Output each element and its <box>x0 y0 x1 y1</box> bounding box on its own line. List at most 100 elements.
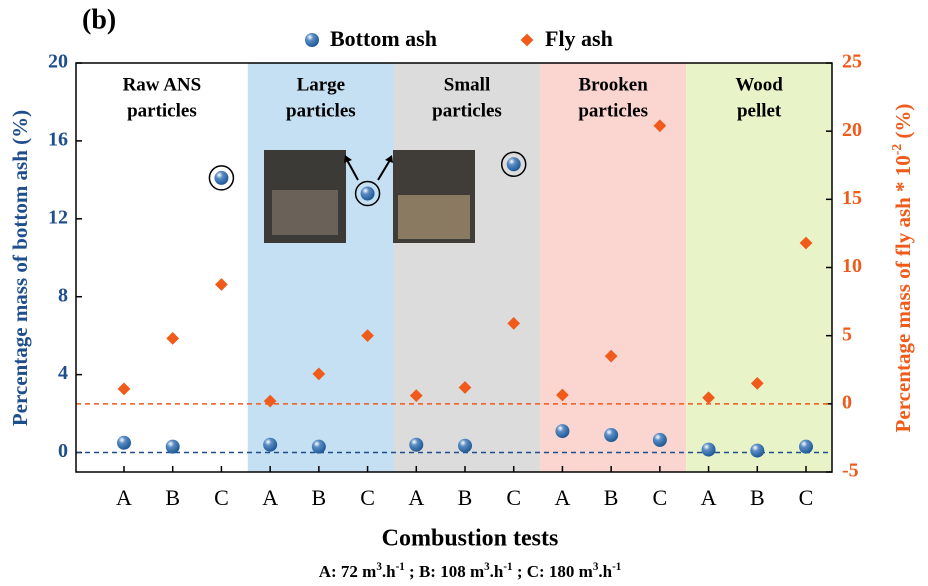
highlight-ring <box>500 151 527 178</box>
bottom-ash-point <box>652 432 667 447</box>
text-part: .h <box>490 562 504 581</box>
x-axis-label: Combustion tests <box>382 526 559 552</box>
superscript: 3 <box>376 561 382 573</box>
y-tick-label: 8 <box>58 284 68 306</box>
bottom-ash-point <box>750 443 765 458</box>
region <box>686 63 832 472</box>
bottom-ash-point <box>604 427 619 442</box>
x-tick-label: A <box>116 485 132 510</box>
arrow <box>346 159 359 181</box>
region-label: Wood <box>735 74 783 95</box>
bottom-ash-point <box>799 439 813 454</box>
x-tick-label: A <box>701 485 717 510</box>
x-tick-label: B <box>165 485 180 510</box>
region-label: particles <box>286 100 356 121</box>
superscript: 3 <box>484 561 490 573</box>
y-tick-label: 20 <box>48 51 68 73</box>
x-tick-label: B <box>750 485 765 510</box>
y2-tick-label: 25 <box>842 51 862 73</box>
legend-label: Fly ash <box>545 26 613 51</box>
superscript: 3 <box>593 561 599 573</box>
photo-grate <box>272 190 338 235</box>
superscript: -1 <box>396 561 405 573</box>
fly-ash-point <box>263 394 277 408</box>
x-tick-label: B <box>312 485 327 510</box>
x-tick-label: C <box>214 485 229 510</box>
bottom-ash-point <box>458 438 472 453</box>
regions: Raw ANS particles Large particles Small parti… <box>76 63 832 472</box>
bottom-ash-point <box>409 437 424 452</box>
fly-ash-point <box>215 278 228 291</box>
text-part: Percentage mass of fly ash * 10 <box>891 155 915 432</box>
text-part: .h <box>598 562 612 581</box>
legend-marker <box>520 33 534 47</box>
y2-tick-label: 0 <box>842 391 852 413</box>
legend: Bottom ash Fly ash <box>305 26 613 51</box>
highlight-ring <box>354 180 381 207</box>
superscript: -1 <box>612 561 621 573</box>
bottom-ash-point <box>263 437 278 452</box>
bottom-ash-point <box>701 442 716 457</box>
y-tick-label: 0 <box>58 440 68 462</box>
note: A: 72 m3.h-1 ; B: 108 m3.h-1 ; C: 180 m3… <box>319 561 622 581</box>
bottom-ash-point <box>117 435 131 450</box>
region-label: particles <box>432 100 502 121</box>
region-label: particles <box>127 100 197 121</box>
y-tick-label: 4 <box>58 362 68 384</box>
y-axis-label: Percentage mass of bottom ash (%) <box>8 110 32 426</box>
region-label: Raw ANS <box>123 74 202 95</box>
region <box>76 63 248 472</box>
highlight-ring <box>208 165 235 191</box>
y2-tick-label: 20 <box>842 119 862 141</box>
fly-ash-point <box>458 381 472 394</box>
text-part: (%) <box>891 104 915 144</box>
bottom-ash-point <box>165 439 180 454</box>
photo-grate <box>398 195 470 239</box>
x-tick-label: C <box>506 485 521 510</box>
fly-ash-point <box>312 367 326 381</box>
fly-ash-point <box>117 382 131 396</box>
y-tick-label: 12 <box>48 206 68 228</box>
region-label: Large <box>297 74 346 95</box>
x-tick-label: A <box>262 485 278 510</box>
region-label: Small <box>444 74 490 95</box>
arrow <box>377 159 391 181</box>
photos <box>264 150 475 243</box>
plot-frame <box>75 62 833 473</box>
y2-tick-label: -5 <box>842 460 859 482</box>
y2-tick-label: 10 <box>842 255 862 277</box>
x-tick-label: B <box>604 485 619 510</box>
x-tick-label: C <box>360 485 375 510</box>
x-tick-label: C <box>799 485 814 510</box>
y2-tick-label: 5 <box>842 323 852 345</box>
fly-ash-point <box>166 332 180 345</box>
fly-ash-point <box>409 389 423 403</box>
bottom-ash-point <box>214 170 229 185</box>
legend-marker <box>305 33 319 47</box>
bottom-ash-point <box>311 439 326 454</box>
panel-label: (b) <box>82 4 116 35</box>
superscript: -2 <box>889 144 904 156</box>
x-tick-label: A <box>408 485 424 510</box>
y2-tick-label: 15 <box>842 187 862 209</box>
plot: 0 4 8 12 16 20 -5 0 5 10 15 20 25 A B C A B C A B C A B C A B C <box>48 51 862 510</box>
fly-ash-point <box>361 329 374 343</box>
y-tick-label: 16 <box>48 128 68 150</box>
region-label: particles <box>578 100 648 121</box>
bottom-ash-point <box>555 424 570 439</box>
bottom-ash-point <box>360 186 375 201</box>
legend-label: Bottom ash <box>330 26 437 51</box>
y2-axis-label: Percentage mass of fly ash * 10-2 (%) <box>889 104 915 433</box>
region <box>247 63 394 472</box>
text-part: ; C: 180 m <box>513 562 593 581</box>
bottom-ash-point <box>506 157 521 172</box>
x-tick-label: B <box>458 485 473 510</box>
superscript: -1 <box>503 561 512 573</box>
region-label: Brooken <box>578 74 648 95</box>
region <box>393 63 541 472</box>
x-tick-label: C <box>653 485 668 510</box>
x-tick-label: A <box>554 485 570 510</box>
region-label: pellet <box>737 100 782 121</box>
